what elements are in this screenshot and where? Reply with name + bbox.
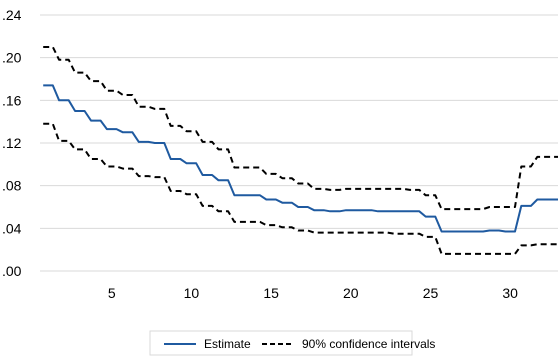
- legend-label-estimate: Estimate: [204, 337, 251, 351]
- legend-label-ci: 90% confidence intervals: [302, 337, 435, 351]
- estimate-line: [43, 84, 558, 233]
- y-axis-ticks: .00 .04 .08 .12 .16 .20 .24: [2, 7, 22, 279]
- series-lines: [43, 46, 558, 255]
- y-tick-label: .20: [2, 50, 22, 66]
- ci-lower-line: [43, 122, 558, 255]
- x-tick-label: 10: [184, 285, 200, 301]
- ci-upper-line: [43, 46, 558, 211]
- x-axis-ticks: 5 10 15 20 25 30: [108, 285, 518, 301]
- x-tick-label: 20: [343, 285, 359, 301]
- x-tick-label: 5: [108, 285, 116, 301]
- legend: Estimate 90% confidence intervals: [149, 330, 435, 356]
- y-tick-label: .24: [2, 7, 22, 23]
- y-tick-label: .16: [2, 92, 22, 108]
- grid-lines: [40, 14, 558, 272]
- y-tick-label: .08: [2, 178, 22, 194]
- x-tick-label: 30: [502, 285, 518, 301]
- x-tick-label: 25: [423, 285, 439, 301]
- y-tick-label: .12: [2, 135, 22, 151]
- y-tick-label: .00: [2, 263, 22, 279]
- x-tick-label: 15: [263, 285, 279, 301]
- y-tick-label: .04: [2, 220, 22, 236]
